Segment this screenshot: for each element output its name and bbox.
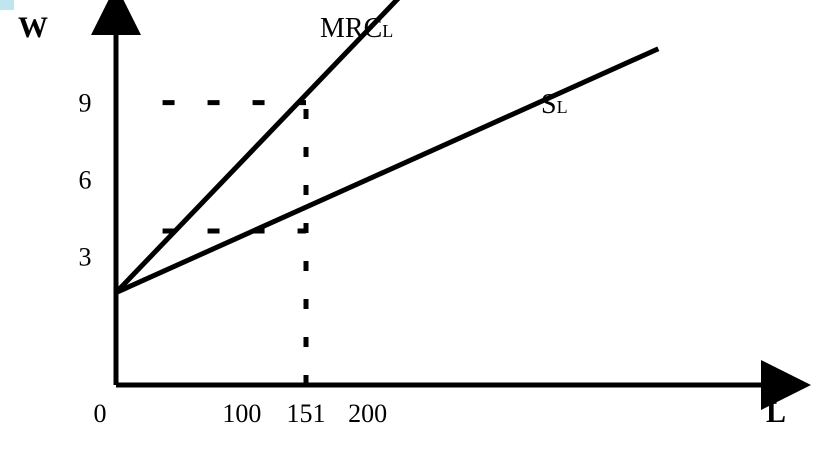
series-labels: MRCL SL xyxy=(320,13,568,120)
series-label-2: SL xyxy=(541,89,568,120)
y-tick-label: 6 xyxy=(79,166,92,195)
reference-lines xyxy=(162,100,309,385)
x-tick-label: 100 xyxy=(222,399,261,428)
corner-mark xyxy=(0,0,14,10)
y-axis-title: W xyxy=(18,11,48,44)
x-tick-label: 151 xyxy=(287,399,326,428)
y-tick-label: 3 xyxy=(79,243,92,272)
series-lines xyxy=(114,0,660,295)
x-tick-labels: 0 100 151 200 xyxy=(94,399,388,428)
axes xyxy=(91,0,811,410)
x-axis-title: L xyxy=(766,396,786,429)
x-tick-label: 200 xyxy=(348,399,387,428)
series-label-1: MRCL xyxy=(320,13,393,44)
y-tick-labels: 3 6 9 xyxy=(79,89,92,272)
x-tick-label: 0 xyxy=(94,399,107,428)
y-tick-label: 9 xyxy=(79,89,92,118)
series-line-sl xyxy=(114,46,660,295)
series-line-mrcl xyxy=(114,0,401,295)
